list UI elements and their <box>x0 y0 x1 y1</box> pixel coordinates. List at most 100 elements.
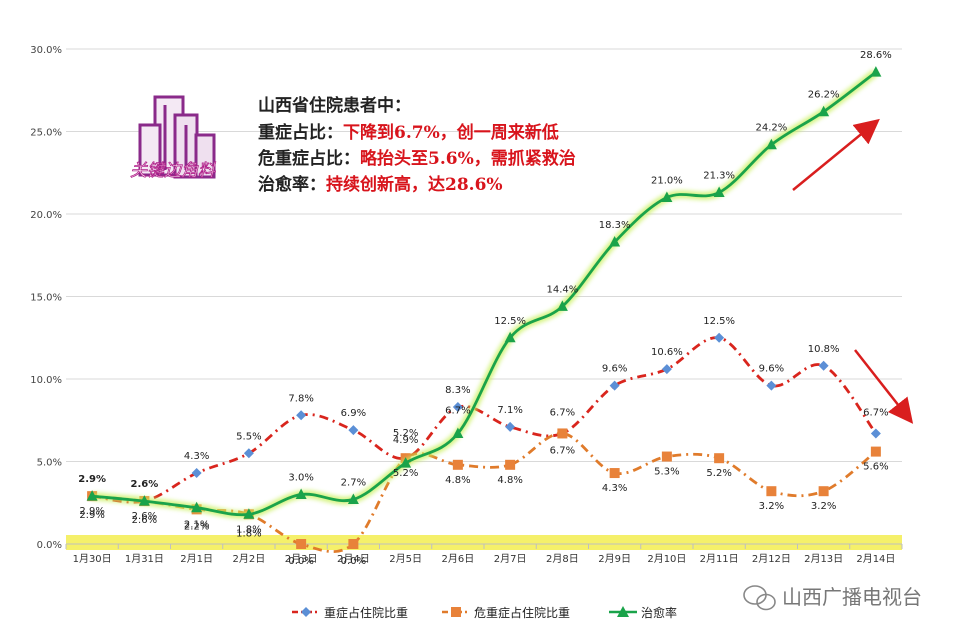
data-point-cure <box>504 331 516 343</box>
annotation-label: 危重症占比： <box>257 148 360 169</box>
x-tick-label: 2月7日 <box>494 553 527 565</box>
data-point-cure <box>661 191 673 202</box>
legend-item-critical: 危重症占住院比重 <box>442 605 570 620</box>
series-layer <box>86 66 882 554</box>
data-label-severe: 6.7% <box>863 407 888 418</box>
legend-item-cure: 治愈率 <box>609 605 677 620</box>
data-point-severe <box>870 428 881 439</box>
data-point-cure <box>347 493 359 504</box>
data-point-cure <box>138 495 150 506</box>
annotation-block: 山西省住院患者中： 重症占比：下降到6.7%，创一周来新低 危重症占比：略抬头至… <box>257 95 576 195</box>
x-tick-label: 1月31日 <box>125 553 164 565</box>
data-point-severe <box>452 402 463 413</box>
series-line-cure <box>91 70 877 517</box>
data-label-critical: 5.2% <box>706 468 731 479</box>
annotation-label: 重症占比： <box>258 122 343 143</box>
data-label-cure: 2.9% <box>79 510 104 521</box>
y-tick-label: 20.0% <box>30 210 62 221</box>
data-label-critical: 4.8% <box>497 475 522 486</box>
data-point-critical <box>870 446 881 457</box>
annotation-label: 治愈率： <box>258 174 326 195</box>
data-label-cure: 12.5% <box>494 316 526 327</box>
x-tick-label: 1月30日 <box>73 553 112 565</box>
data-point-critical <box>766 486 777 497</box>
x-tick-label: 2月2日 <box>233 553 266 565</box>
x-tick-label: 2月6日 <box>442 553 475 565</box>
annotation-line-severe: 重症占比：下降到6.7%，创一周来新低 <box>258 122 559 143</box>
data-label-cure: 2.6% <box>132 515 157 526</box>
data-point-severe <box>243 448 254 459</box>
data-label-critical: 2.9% <box>79 506 104 517</box>
data-point-severe <box>609 380 620 391</box>
y-tick-label: 30.0% <box>30 45 62 56</box>
square-marker-icon <box>451 607 461 617</box>
data-point-cure <box>870 66 882 77</box>
data-label-cure: 2.7% <box>341 477 366 488</box>
data-label-severe: 9.6% <box>759 364 784 375</box>
data-label-severe: 4.3% <box>184 451 209 462</box>
data-point-severe <box>766 380 777 391</box>
watermark: 山西广播电视台 <box>743 585 922 611</box>
y-tick-label: 15.0% <box>30 293 62 304</box>
data-label-cure: 21.0% <box>651 176 683 187</box>
data-point-critical <box>348 539 359 549</box>
data-label-severe: 12.5% <box>703 316 735 327</box>
x-tick-label: 2月4日 <box>337 553 370 565</box>
x-axis: 1月30日 1月31日 2月1日 2月2日 2月3日 2月4日 2月5日 2月6日 2月7日 2月… <box>65 543 903 565</box>
data-point-severe <box>296 410 307 421</box>
data-point-severe <box>661 364 672 375</box>
x-tick-label: 2月8日 <box>546 553 579 565</box>
data-point-cure <box>556 300 568 311</box>
annotation-line-cure: 治愈率：持续创新高，达28.6% <box>258 174 503 195</box>
annotation-value: 下降到6.7%，创一周来新低 <box>343 122 559 143</box>
y-tick-label: 10.0% <box>30 375 62 386</box>
data-label-critical: 5.3% <box>654 467 679 478</box>
building-icon <box>138 95 216 179</box>
data-label-cure: 18.3% <box>599 220 631 231</box>
data-label-cure: 28.6% <box>860 50 892 61</box>
y-tick-label: 0.0% <box>37 540 62 551</box>
data-point-critical <box>714 453 725 464</box>
series-line-severe <box>91 336 878 504</box>
y-tick-label: 5.0% <box>37 458 62 469</box>
x-tick-label: 2月11日 <box>700 553 739 565</box>
data-point-cure <box>400 457 412 468</box>
data-label-severe: 6.9% <box>341 408 366 419</box>
data-point-critical <box>296 539 307 549</box>
annotation-title: 山西省住院患者中： <box>258 95 411 116</box>
legend: 重症占住院比重 危重症占住院比重 治愈率 <box>292 605 677 620</box>
data-label-critical: 6.7% <box>550 445 575 456</box>
data-point-cure <box>191 501 203 513</box>
data-point-cure <box>609 236 621 247</box>
data-label-critical: 5.2% <box>393 468 418 479</box>
data-label-severe: 10.6% <box>651 347 683 358</box>
data-point-cure <box>243 508 255 519</box>
data-label-cure: 26.2% <box>808 90 840 101</box>
wechat-icon <box>743 585 776 611</box>
data-label-severe: 5.5% <box>236 431 261 442</box>
annotation-value: 持续创新高，达28.6% <box>326 174 503 195</box>
data-point-cure <box>765 138 777 150</box>
x-tick-label: 2月13日 <box>804 553 843 565</box>
data-label-cure: 2.2% <box>184 522 209 533</box>
logo: 关键边角料 <box>130 95 216 181</box>
data-label-cure: 14.4% <box>546 284 578 295</box>
data-label-cure: 21.3% <box>703 171 735 182</box>
data-label-critical: 4.3% <box>602 483 627 494</box>
data-point-critical <box>452 459 463 470</box>
data-label-severe: 9.6% <box>602 364 627 375</box>
up-trend-arrow-icon <box>792 118 880 191</box>
x-tick-label: 2月3日 <box>285 553 318 565</box>
data-point-critical <box>557 428 568 439</box>
data-label-severe: 10.8% <box>808 344 840 355</box>
data-point-critical <box>661 451 672 462</box>
legend-label-critical: 危重症占住院比重 <box>474 605 570 620</box>
annotation-value: 略抬头至5.6%，需抓紧救治 <box>360 148 576 169</box>
data-point-cure <box>295 488 307 499</box>
data-label-critical: 0.0% <box>288 556 313 567</box>
data-label-severe: 7.1% <box>497 405 522 416</box>
data-label-critical: 5.6% <box>863 462 888 473</box>
data-label-critical: 3.2% <box>811 501 836 512</box>
data-label-severe: 5.2% <box>393 428 418 439</box>
